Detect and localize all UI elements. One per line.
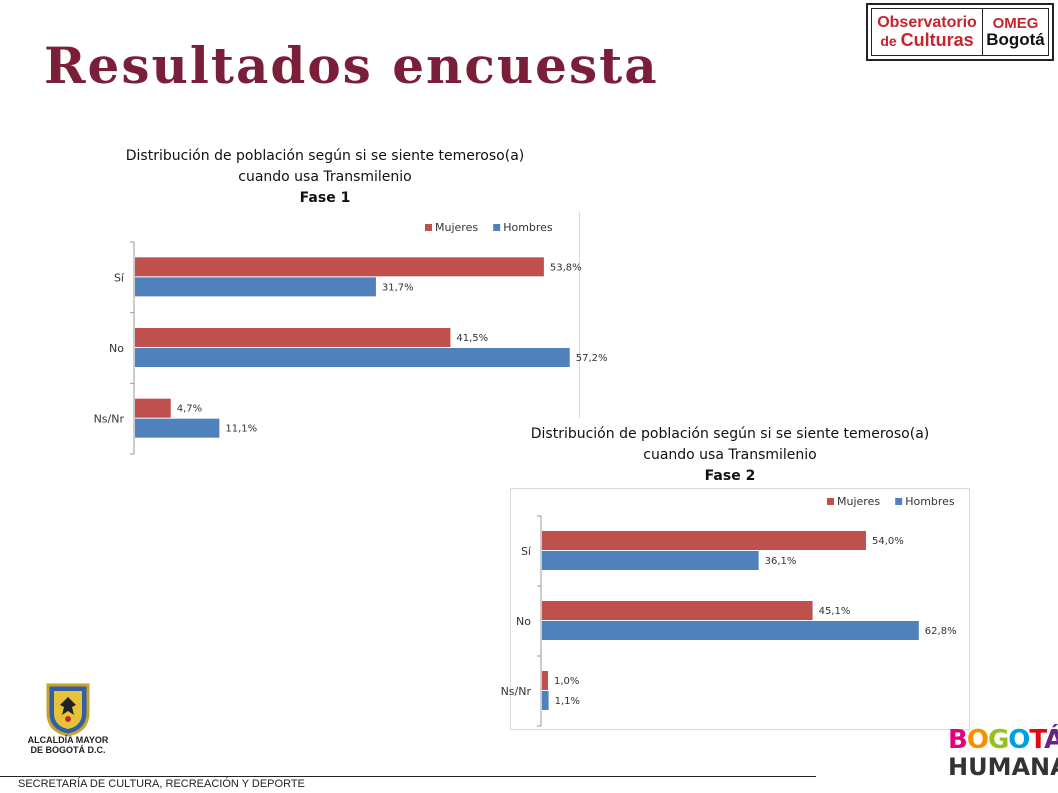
bogota-humana-letter: Á	[1044, 725, 1058, 755]
legend-swatch-hombres	[493, 224, 501, 231]
coat-of-arms-icon	[46, 683, 90, 737]
data-label: 62,8%	[925, 626, 957, 637]
data-label: 45,1%	[819, 606, 851, 617]
bar-hombres	[542, 551, 759, 570]
data-label: 1,0%	[554, 676, 579, 687]
category-label: Sí	[521, 545, 532, 558]
legend-label: Hombres	[503, 221, 553, 234]
bar-mujeres	[135, 398, 171, 418]
footer-divider	[0, 776, 816, 777]
bar-hombres	[135, 277, 376, 297]
observatorio-logo-left: Observatorio de Culturas	[871, 8, 983, 56]
legend-label: Mujeres	[435, 221, 478, 234]
bogota-humana-letter: T	[1029, 725, 1045, 755]
bogota-humana-letter: O	[1008, 725, 1030, 755]
bar-mujeres	[542, 601, 813, 620]
bar-hombres	[542, 691, 549, 710]
chart-title: Distribución de población según si se si…	[70, 146, 580, 209]
legend-swatch-hombres	[895, 498, 903, 505]
alcaldia-logo: ALCALDÍA MAYOR DE BOGOTÁ D.C.	[18, 683, 118, 763]
chart-fase-1: Distribución de población según si se si…	[70, 140, 608, 460]
bar-hombres	[135, 418, 220, 438]
chart-title-line2: cuando usa Transmilenio	[643, 447, 817, 463]
legend-swatch-mujeres	[827, 498, 834, 505]
data-label: 53,8%	[550, 262, 582, 273]
omeg-logo: OMEG Bogotá	[983, 8, 1049, 56]
bar-mujeres	[135, 328, 451, 347]
legend-label: Hombres	[905, 495, 955, 508]
chart-plot: Sí 53,8% 31,7% No 41,5% 57,2% Ns/Nr 4,7% 11,1% Mu…	[94, 221, 608, 455]
category-label: Ns/Nr	[94, 413, 125, 426]
category-label: No	[109, 342, 124, 355]
chart-frame	[510, 488, 970, 730]
data-label: 11,1%	[225, 424, 257, 435]
chart-fase-2: Distribución de población según si se si…	[490, 418, 970, 730]
alcaldia-text: ALCALDÍA MAYOR DE BOGOTÁ D.C.	[18, 735, 118, 755]
chart-title-line1: Distribución de población según si se si…	[125, 148, 525, 164]
observatorio-logo-line2a: de	[880, 33, 901, 49]
bogota-humana-letter: G	[987, 725, 1009, 755]
data-label: 41,5%	[456, 333, 488, 344]
legend-swatch-mujeres	[425, 224, 432, 231]
chart-title-line2: cuando usa Transmilenio	[238, 169, 412, 185]
bar-mujeres	[542, 531, 866, 550]
bar-hombres	[542, 621, 919, 640]
bar-mujeres	[135, 257, 544, 277]
alcaldia-text-line2: DE BOGOTÁ D.C.	[30, 745, 106, 755]
category-label: No	[516, 615, 531, 628]
data-label: 36,1%	[765, 556, 797, 567]
bogota-humana-letter: O	[966, 725, 989, 755]
footer-text: SECRETARÍA DE CULTURA, RECREACIÓN Y DEPO…	[18, 778, 305, 790]
observatorio-logo-line2: de Culturas	[880, 31, 973, 49]
bogota-humana-line1: BOGOTÁ	[948, 725, 1058, 755]
chart-title: Distribución de población según si se si…	[490, 424, 970, 487]
observatorio-logo-line1: Observatorio	[877, 14, 977, 31]
data-label: 4,7%	[177, 404, 202, 415]
bar-hombres	[135, 348, 570, 367]
data-label: 57,2%	[576, 353, 608, 364]
observatorio-culturas-logo: Observatorio de Culturas OMEG Bogotá	[866, 3, 1054, 61]
bogota-humana-line2: HUMANA	[948, 753, 1058, 781]
category-label: Sí	[114, 271, 125, 284]
data-label: 31,7%	[382, 282, 414, 293]
chart-title-line1: Distribución de población según si se si…	[530, 426, 930, 442]
chart-frame	[70, 212, 580, 460]
category-label: Ns/Nr	[501, 685, 532, 698]
omeg-logo-line2: Bogotá	[986, 30, 1045, 49]
chart-title-line3: Fase 1	[299, 190, 351, 206]
page-title: Resultados encuesta	[44, 36, 659, 95]
bogota-humana-logo: BOGOTÁ HUMANA	[948, 725, 1058, 784]
chart-title-line3: Fase 2	[704, 468, 756, 484]
observatorio-logo-line2b: Culturas	[900, 30, 974, 50]
data-label: 54,0%	[872, 536, 904, 547]
chart-plot: Sí 54,0% 36,1% No 45,1% 62,8% Ns/Nr 1,0% 1,1% Muj…	[501, 495, 957, 727]
bar-mujeres	[542, 671, 548, 690]
omeg-logo-line1: OMEG	[992, 15, 1039, 32]
bogota-humana-letter: B	[948, 725, 968, 755]
alcaldia-text-line1: ALCALDÍA MAYOR	[27, 735, 109, 745]
data-label: 1,1%	[555, 696, 580, 707]
legend-label: Mujeres	[837, 495, 880, 508]
